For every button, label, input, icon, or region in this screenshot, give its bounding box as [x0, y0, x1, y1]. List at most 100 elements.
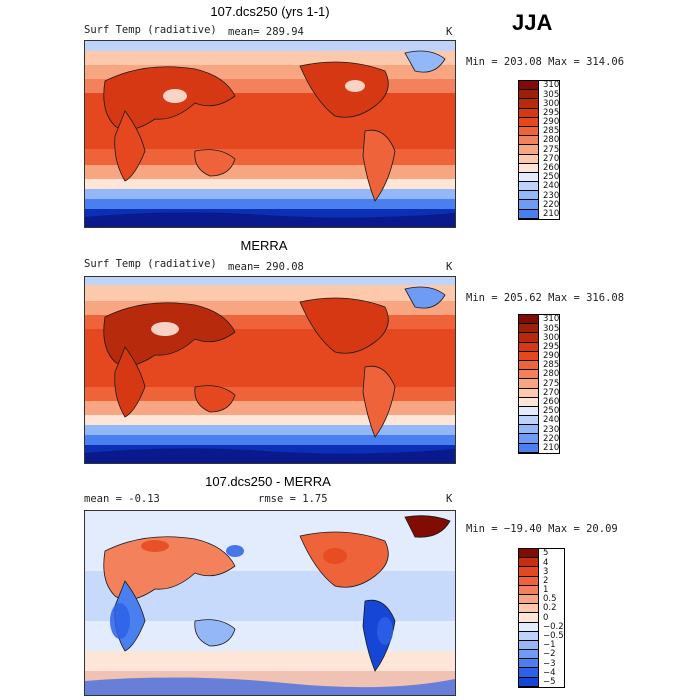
colorbar-tick-label: 280	[543, 369, 560, 380]
colorbar-tick-label: −4	[543, 667, 556, 678]
colorbar-tick-label: 285	[543, 126, 560, 137]
colorbar-row: −2	[519, 650, 564, 660]
panel-1-units: K	[446, 26, 453, 38]
panel-3-colorbar: 5 4 3 2 1 0.5 0.2 0 −0.2 −0.5 −1 −2 −3 −4 −5	[518, 548, 565, 688]
colorbar-swatch	[519, 650, 539, 660]
colorbar-tick-label: 270	[543, 387, 560, 398]
panel-2-map	[84, 276, 456, 464]
colorbar-row: 285	[519, 360, 560, 371]
colorbar-row: 250	[519, 406, 560, 417]
panel-3-map	[84, 510, 456, 696]
colorbar-swatch	[519, 613, 539, 623]
colorbar-swatch	[519, 351, 539, 361]
colorbar-tick-label: 3	[543, 566, 549, 577]
colorbar-swatch	[519, 370, 539, 380]
colorbar-tick-label: 250	[543, 406, 560, 417]
colorbar-row: 310	[519, 314, 560, 325]
panel-2-units: K	[446, 261, 453, 273]
colorbar-tick-label: 285	[543, 360, 560, 371]
panel-2-title: MERRA	[240, 238, 288, 253]
panel-2-variable-label: Surf Temp (radiative)	[84, 258, 217, 270]
colorbar-swatch	[519, 397, 539, 407]
panel-2-colorbar: 310 305 300 295 290 285 280 275 270 260 250 240 230 2…	[518, 314, 561, 454]
colorbar-tick-label: 310	[543, 314, 560, 325]
colorbar-tick-label: 290	[543, 351, 560, 362]
colorbar-row: 230	[519, 190, 560, 201]
colorbar-tick-label: 260	[543, 163, 560, 174]
panel-3-mean-label: mean = -0.13	[84, 493, 160, 505]
colorbar-row: 5	[519, 548, 564, 559]
colorbar-row: 275	[519, 379, 559, 389]
colorbar-tick-label: 250	[543, 172, 560, 183]
colorbar-tick-label: 280	[543, 135, 560, 146]
colorbar-row: 230	[519, 424, 560, 435]
colorbar-swatch	[519, 209, 539, 219]
colorbar-swatch	[519, 126, 539, 137]
colorbar-tick-label: 4	[543, 557, 549, 568]
panel-2-minmax: Min = 205.62 Max = 316.08	[466, 292, 625, 304]
colorbar-swatch	[519, 163, 539, 173]
colorbar-tick-label: −0.5	[543, 631, 564, 642]
colorbar-tick-label: 240	[543, 181, 560, 192]
colorbar-tick-label: 0	[543, 612, 549, 623]
colorbar-swatch	[519, 668, 539, 678]
colorbar-tick-label: 260	[543, 397, 560, 408]
colorbar-row: 0.5	[519, 594, 564, 605]
colorbar-swatch	[519, 425, 539, 435]
colorbar-row: −4	[519, 667, 564, 678]
colorbar-swatch	[519, 659, 539, 669]
colorbar-tick-label: 295	[543, 107, 560, 118]
panel-1-map-svg	[85, 41, 455, 227]
colorbar-row: 295	[519, 107, 560, 118]
colorbar-swatch	[519, 640, 539, 651]
colorbar-row: −3	[519, 658, 564, 669]
colorbar-swatch	[519, 200, 539, 210]
panel-3-units: K	[446, 493, 453, 505]
panel-3-map-svg	[85, 511, 455, 695]
colorbar-swatch	[519, 388, 539, 398]
colorbar-row: 220	[519, 199, 560, 210]
colorbar-row: −0.5	[519, 631, 564, 642]
colorbar-swatch	[519, 434, 539, 444]
colorbar-row: 3	[519, 566, 564, 577]
colorbar-tick-label: 5	[543, 548, 549, 559]
colorbar-tick-label: 220	[543, 199, 560, 210]
colorbar-tick-label: −5	[543, 676, 556, 687]
colorbar-tick-label: 230	[543, 190, 560, 201]
colorbar-row: −1	[519, 640, 564, 651]
colorbar-row: 260	[519, 163, 560, 174]
colorbar-swatch	[519, 631, 539, 641]
colorbar-row: 270	[519, 387, 560, 398]
colorbar-swatch	[519, 315, 539, 325]
colorbar-row: 310	[519, 80, 560, 91]
colorbar-tick-label: −3	[543, 658, 556, 669]
colorbar-tick-label: 220	[543, 433, 560, 444]
colorbar-row: 0.2	[519, 604, 564, 614]
colorbar-swatch	[519, 136, 539, 146]
panel-2-map-svg	[85, 277, 455, 463]
colorbar-swatch	[519, 145, 539, 155]
colorbar-swatch	[519, 108, 539, 118]
colorbar-tick-label: 290	[543, 117, 560, 128]
colorbar-row: 270	[519, 154, 559, 164]
colorbar-tick-label: 310	[543, 80, 560, 91]
colorbar-swatch	[519, 558, 539, 568]
colorbar-tick-label: 210	[543, 442, 560, 453]
colorbar-swatch	[519, 333, 539, 343]
colorbar-row: 250	[519, 172, 560, 183]
colorbar-swatch	[519, 406, 539, 417]
colorbar-row: 290	[519, 351, 560, 362]
panel-1-mean-label: mean= 289.94	[228, 26, 304, 38]
colorbar-tick-label: 230	[543, 424, 560, 435]
colorbar-row: 4	[519, 557, 564, 568]
colorbar-swatch	[519, 324, 539, 334]
colorbar-swatch	[519, 379, 539, 389]
season-label: JJA	[512, 10, 553, 35]
colorbar-row: 275	[519, 145, 559, 155]
colorbar-row: 300	[519, 333, 559, 343]
colorbar-row: 210	[519, 209, 559, 219]
colorbar-swatch	[519, 182, 539, 192]
colorbar-row: 290	[519, 117, 560, 128]
colorbar-row: 300	[519, 99, 559, 109]
colorbar-row: 285	[519, 126, 560, 137]
